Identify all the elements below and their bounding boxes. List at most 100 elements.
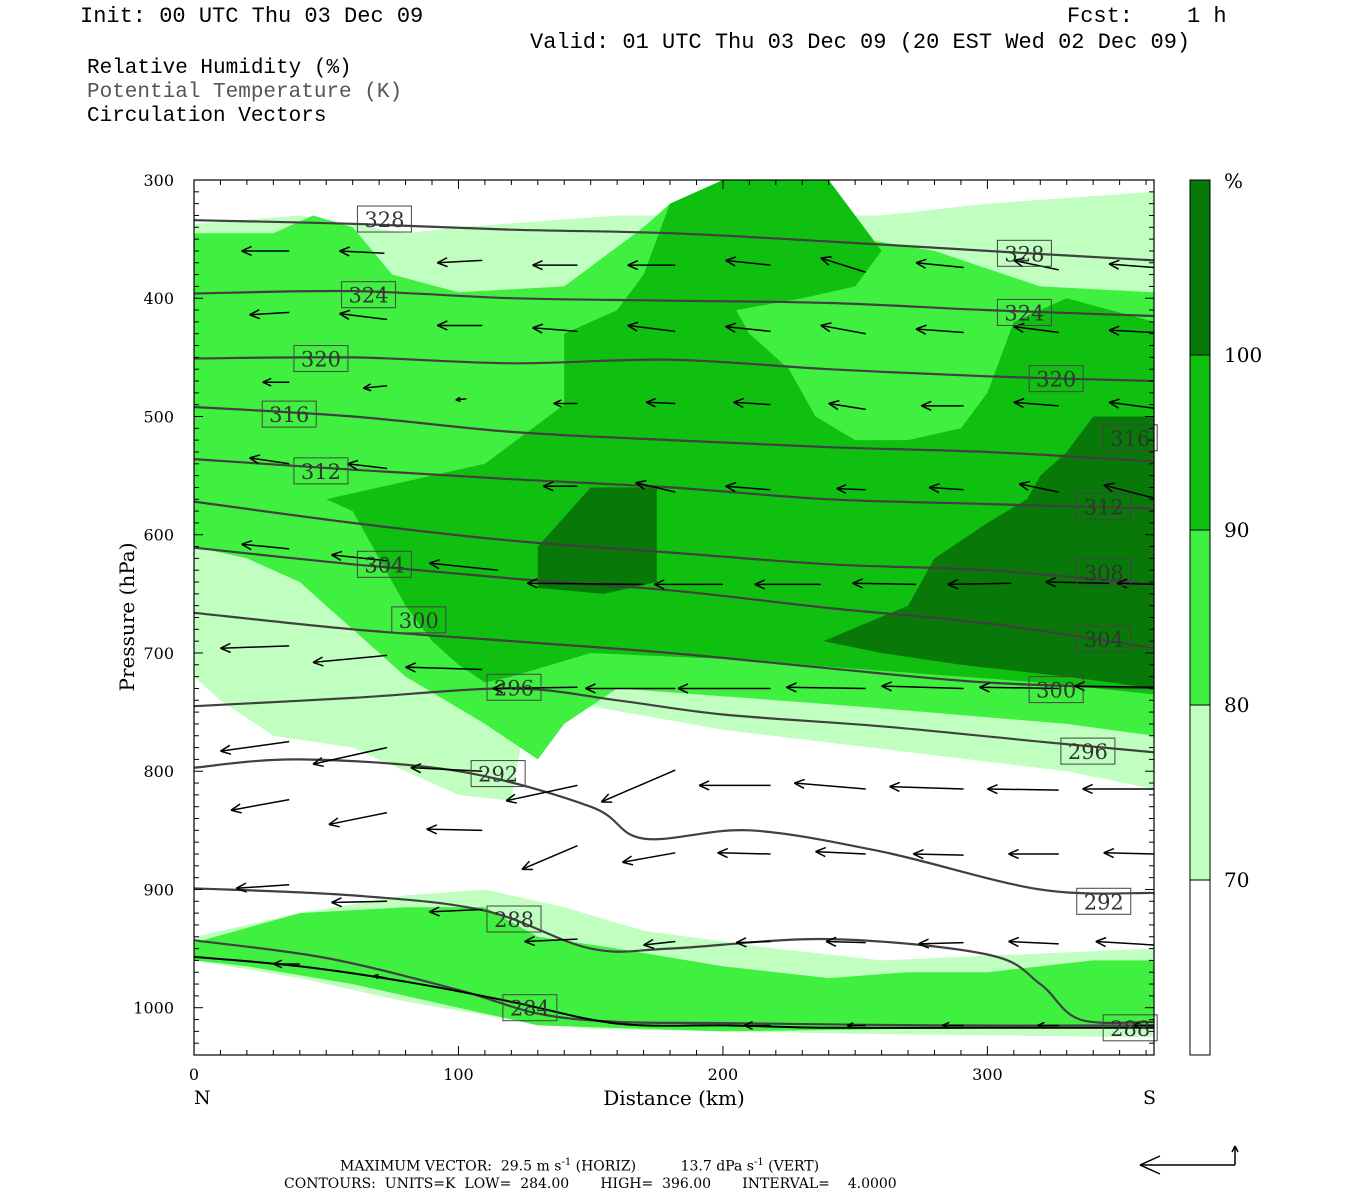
circulation-vector: [635, 479, 676, 493]
legend-circulation-vectors: Circulation Vectors: [87, 105, 327, 128]
circulation-vector: [249, 454, 290, 465]
circulation-vector: [455, 396, 467, 403]
max-vector-label: MAXIMUM VECTOR:: [340, 1158, 492, 1175]
circulation-vector: [754, 579, 821, 590]
theta-contour-304: [194, 546, 1154, 650]
reference-vector-icon: [1139, 1145, 1239, 1175]
circulation-vector: [815, 846, 866, 858]
x-tick-label: 200: [708, 1065, 739, 1084]
circulation-vector: [643, 938, 676, 950]
theta-contour-300: [194, 611, 1154, 690]
vert-tag: (VERT): [768, 1158, 820, 1175]
vert-unit: dPa s: [716, 1158, 754, 1175]
circulation-vector: [1108, 325, 1154, 336]
circulation-vector: [1008, 848, 1059, 860]
y-tick-label: 1000: [133, 999, 174, 1018]
colorbar-unit-label: %: [1224, 169, 1243, 193]
theta-contour-label: 312: [293, 457, 349, 485]
y-tick-label: 600: [143, 526, 174, 545]
circulation-vector: [426, 824, 483, 835]
svg-text:296: 296: [1068, 740, 1108, 764]
svg-text:328: 328: [1004, 242, 1044, 266]
theta-contour-328: [194, 219, 1154, 262]
contours-info: CONTOURS: UNITS=K LOW= 284.00 HIGH= 396.…: [284, 1176, 897, 1192]
circulation-vector: [526, 578, 644, 589]
horiz-exponent: -1: [561, 1157, 572, 1168]
circulation-vector: [220, 740, 290, 755]
rh-region-rh-100-1: [823, 416, 1154, 689]
theta-contour-320: [194, 356, 1154, 383]
theta-contour-label: 296: [486, 673, 542, 701]
colorbar-frame: [1189, 179, 1211, 1056]
circulation-vector: [645, 397, 676, 408]
theta-contour-label: 316: [261, 400, 317, 428]
circulation-vector: [1037, 1021, 1059, 1030]
circulation-vector: [262, 377, 290, 387]
theta-contour-label: 324: [996, 298, 1052, 326]
circulation-vector: [928, 482, 964, 494]
theta-contour-316: [194, 405, 1154, 463]
colorbar-level-label: 80: [1224, 693, 1249, 717]
svg-text:304: 304: [364, 553, 404, 577]
init-time: Init: 00 UTC Thu 03 Dec 09: [80, 4, 424, 29]
circulation-vector: [889, 781, 964, 793]
circulation-vector: [793, 778, 866, 790]
circulation-vector: [1103, 847, 1154, 859]
circulation-vector: [725, 256, 771, 267]
colorbar-segment: [1190, 705, 1210, 880]
x-axis-label: Distance (km): [603, 1086, 745, 1110]
circulation-vector: [347, 459, 388, 471]
circulation-vector: [524, 935, 578, 947]
circulation-vector: [915, 258, 964, 269]
north-label: N: [194, 1087, 211, 1109]
circulation-vector: [339, 246, 385, 257]
horiz-unit: m s: [536, 1158, 562, 1175]
circulation-vector: [920, 400, 964, 412]
svg-text:320: 320: [301, 348, 341, 372]
circulation-vector: [733, 397, 771, 409]
colorbar-segment: [1190, 530, 1210, 705]
theta-contour-label: 288: [1102, 1014, 1158, 1042]
circulation-vector: [1013, 397, 1059, 409]
svg-text:324: 324: [348, 284, 388, 308]
circulation-vector: [735, 937, 771, 948]
colorbar-segment: [1190, 180, 1210, 355]
circulation-vector: [698, 780, 771, 791]
y-tick-label: 800: [143, 762, 174, 781]
svg-text:304: 304: [1084, 628, 1124, 652]
theta-contour-label: 324: [341, 281, 397, 309]
circulation-vector: [553, 399, 578, 408]
theta-contour-label: 292: [470, 760, 526, 788]
svg-text:288: 288: [1110, 1017, 1150, 1041]
circulation-vector: [1103, 482, 1154, 499]
svg-text:292: 292: [478, 763, 518, 787]
circulation-vector: [846, 1022, 866, 1029]
theta-contour-label: 320: [1028, 365, 1084, 393]
circulation-vector: [825, 936, 866, 947]
circulation-vector: [542, 481, 578, 492]
circulation-vector: [273, 959, 300, 969]
rh-region-rh-100-0: [537, 487, 657, 594]
circulation-vector: [339, 309, 388, 321]
circulation-vector: [241, 540, 290, 551]
theta-contour-label: 300: [391, 606, 447, 634]
circulation-vector: [717, 847, 771, 859]
svg-text:316: 316: [269, 403, 309, 427]
circulation-vector: [947, 579, 1012, 590]
circulation-vector: [725, 322, 771, 333]
horiz-tag: (HORIZ): [575, 1158, 637, 1175]
colorbar-level-label: 100: [1224, 343, 1262, 367]
circulation-vector: [328, 811, 388, 828]
circulation-vector: [627, 259, 676, 271]
circulation-vector: [436, 257, 483, 268]
svg-text:328: 328: [364, 208, 404, 232]
circulation-vector: [373, 973, 388, 980]
south-label: S: [1143, 1087, 1156, 1109]
circulation-vector: [241, 245, 290, 257]
circulation-vector: [331, 897, 388, 908]
colorbar-segment: [1190, 355, 1210, 530]
circulation-vector: [1108, 398, 1154, 409]
horiz-value: 29.5: [500, 1158, 533, 1175]
circulation-vector: [532, 259, 578, 271]
